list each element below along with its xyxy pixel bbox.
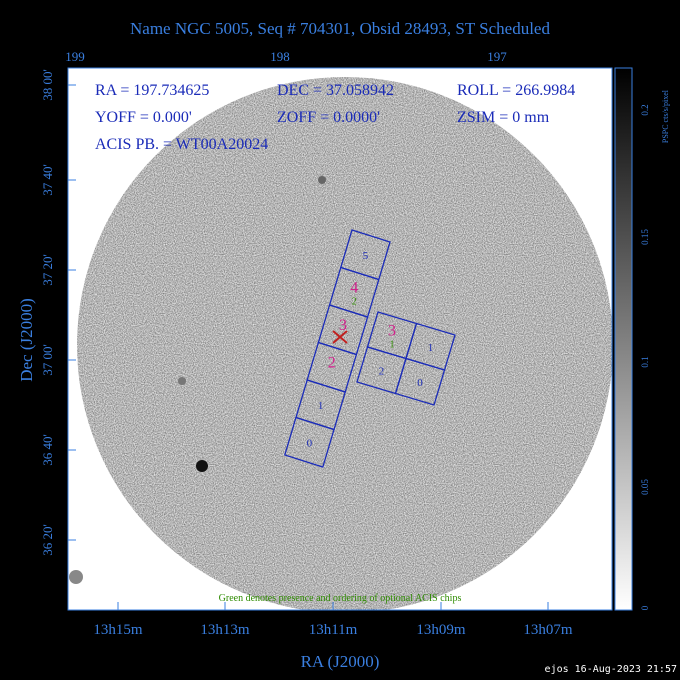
top-tick-label: 199 <box>65 49 85 64</box>
x-tick-label: 13h13m <box>200 622 250 638</box>
y-tick-label: 37 00' <box>40 344 55 376</box>
plot-frame <box>67 67 613 611</box>
colorbar-label: PSPC cts/s/pixel <box>661 89 670 143</box>
chip-label: 3 <box>339 317 347 334</box>
top-tick-label: 197 <box>487 49 507 64</box>
chip-label: 2 <box>328 354 336 371</box>
chip-label: 5 <box>363 250 369 262</box>
colorbar <box>614 67 633 611</box>
title: Name NGC 5005, Seq # 704301, Obsid 28493… <box>130 19 550 38</box>
x-tick-label: 13h09m <box>416 622 466 638</box>
i-chip <box>394 357 446 406</box>
colorbar-tick-label: 0.2 <box>640 104 650 115</box>
x-tick-label: 13h07m <box>523 622 573 638</box>
colorbar-tick-label: 0.05 <box>640 479 650 495</box>
chip-label: 3 <box>388 322 396 339</box>
aimpoint <box>332 330 348 344</box>
y-tick-label: 37 20' <box>40 254 55 286</box>
source <box>196 460 208 472</box>
y-tick-label: 36 40' <box>40 434 55 466</box>
chip-label: 4 <box>350 279 358 296</box>
colorbar-tick-label: 0 <box>640 605 650 610</box>
sky-image <box>69 77 612 610</box>
y-tick-label: 36 20' <box>40 524 55 556</box>
chip-label: 0 <box>417 377 423 389</box>
x-axis-label: RA (J2000) <box>301 652 380 671</box>
colorbar-tick-label: 0.15 <box>640 229 650 245</box>
y-tick-label: 38 00' <box>40 69 55 101</box>
x-tick-label: 13h15m <box>93 622 143 638</box>
field-noise <box>77 77 612 610</box>
source <box>178 377 186 385</box>
chip-label: 1 <box>428 342 434 354</box>
info-zsim: ZSIM = 0 mm <box>457 109 550 126</box>
chip-label: 0 <box>307 437 313 449</box>
info-roll: ROLL = 266.9984 <box>457 82 575 99</box>
footer: ejos 16-Aug-2023 21:57 <box>545 664 677 675</box>
info-dec: DEC = 37.058942 <box>277 82 394 99</box>
chip-label: 1 <box>318 400 324 412</box>
y-axis-label: Dec (J2000) <box>17 298 36 382</box>
colorbar-tick-label: 0.1 <box>640 356 650 367</box>
chip-label: 2 <box>379 365 385 377</box>
info-yoff: YOFF = 0.000' <box>95 109 192 126</box>
x-tick-label: 13h11m <box>309 622 358 638</box>
info-acis: ACIS PB. = WT00A20024 <box>95 136 268 153</box>
s-chip <box>283 416 335 468</box>
optional-chip-label: 2 <box>352 296 357 307</box>
note: Green denotes presence and ordering of o… <box>219 593 462 604</box>
y-tick-label: 37 40' <box>40 164 55 196</box>
source <box>318 176 326 184</box>
source <box>69 570 83 584</box>
optional-chip-label: 1 <box>390 339 395 350</box>
info-zoff: ZOFF = 0.0000' <box>277 109 380 126</box>
top-tick-label: 198 <box>270 49 290 64</box>
info-ra: RA = 197.734625 <box>95 82 209 99</box>
